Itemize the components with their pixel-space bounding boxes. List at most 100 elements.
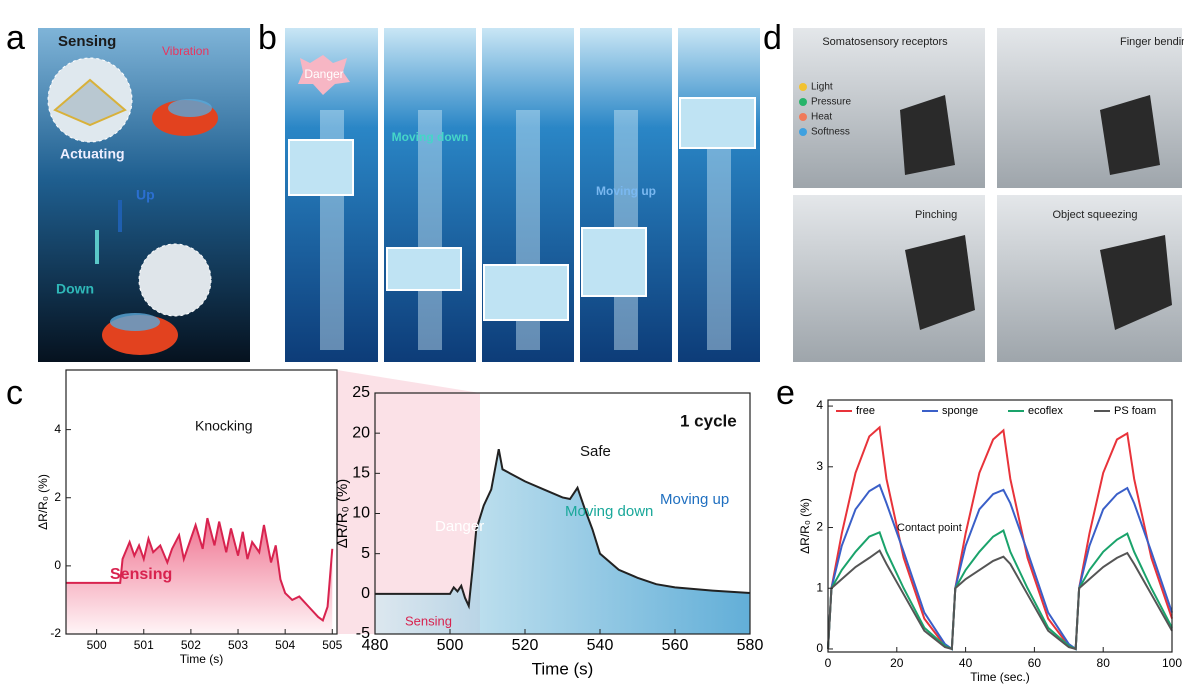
legend-label: free <box>856 405 875 417</box>
label: Down <box>56 281 94 297</box>
label: Heat <box>811 112 832 123</box>
film <box>53 78 127 127</box>
fish-film <box>168 99 212 117</box>
y-tick-label: 2 <box>54 490 61 504</box>
annotation: Knocking <box>195 418 253 434</box>
legend-label: sponge <box>942 405 978 417</box>
tubes <box>285 28 760 362</box>
plot-frame <box>65 369 338 635</box>
x-tick-label: 40 <box>959 656 973 670</box>
label: Up <box>136 187 155 203</box>
x-axis-title: Time (sec.) <box>970 670 1030 684</box>
panel-label: d <box>763 19 782 57</box>
y-tick-label: 0 <box>54 558 61 572</box>
annotation: Sensing <box>110 566 172 583</box>
gripper <box>1100 95 1160 175</box>
x-axis-title: Time (s) <box>180 652 224 666</box>
panel-label: c <box>6 374 23 412</box>
photo <box>793 28 985 188</box>
label: Sensing <box>58 33 116 50</box>
x-tick-label: 501 <box>134 638 154 652</box>
y-axis-title: ΔR/R₀ (%) <box>798 498 812 554</box>
x-tick-label: 520 <box>512 637 539 654</box>
y-tick-label: 15 <box>352 465 370 482</box>
line <box>827 483 1173 651</box>
x-tick-label: 500 <box>87 638 107 652</box>
x-tick-label: 100 <box>1162 656 1182 670</box>
label: Softness <box>811 127 850 138</box>
line <box>827 529 1173 651</box>
line <box>827 549 1173 651</box>
label: Object squeezing <box>1053 209 1138 221</box>
label: Vibration <box>162 44 209 58</box>
label: Somatosensory receptors <box>822 36 948 48</box>
x-tick-label: 80 <box>1097 656 1111 670</box>
label: Pinching <box>915 209 957 221</box>
plot-frame <box>827 399 1173 653</box>
x-tick-label: 502 <box>181 638 201 652</box>
y-tick-label: 0 <box>816 641 823 655</box>
annotation: 1 cycle <box>680 411 737 430</box>
zoom-wedge <box>337 370 480 634</box>
panel-b: Danger Moving down Moving up <box>285 28 760 362</box>
y-tick-label: 10 <box>352 505 370 522</box>
line <box>66 517 334 622</box>
x-tick-label: 500 <box>437 637 464 654</box>
label: Light <box>811 82 833 93</box>
y-tick-label: 25 <box>352 384 370 401</box>
y-tick-label: 4 <box>54 422 61 436</box>
x-tick-label: 20 <box>890 656 904 670</box>
panel-label: e <box>776 374 795 412</box>
legend-label: ecoflex <box>1028 405 1063 417</box>
x-tick-label: 540 <box>587 637 614 654</box>
label: Pressure <box>811 97 851 108</box>
x-tick-label: 0 <box>825 656 832 670</box>
gripper <box>1100 235 1172 330</box>
label: Actuating <box>60 146 125 162</box>
x-tick-label: 505 <box>322 638 342 652</box>
inset-circle <box>138 243 212 317</box>
panel-d: Somatosensory receptors Light Pressure H… <box>793 28 1184 362</box>
y-tick-label: 5 <box>361 545 370 562</box>
y-tick-label: 3 <box>816 459 823 473</box>
area <box>375 449 750 634</box>
y-tick-label: 20 <box>352 424 370 441</box>
gripper <box>905 235 975 330</box>
annotation: Moving down <box>565 503 653 520</box>
gripper <box>900 95 955 175</box>
y-tick-label: -2 <box>50 626 61 640</box>
x-tick-label: 560 <box>662 637 689 654</box>
x-axis-title: Time (s) <box>532 659 594 678</box>
annotation: Safe <box>580 443 611 460</box>
y-tick-label: 1 <box>816 580 823 594</box>
y-tick-label: 0 <box>361 585 370 602</box>
line <box>827 425 1173 651</box>
panel-label: b <box>258 19 277 57</box>
line <box>375 449 751 610</box>
legend-label: PS foam <box>1114 405 1156 417</box>
x-tick-label: 503 <box>228 638 248 652</box>
annotation: Contact point <box>897 522 962 534</box>
y-tick-label: 4 <box>816 398 823 412</box>
fish-film <box>110 313 160 331</box>
panel-a: Sensing Vibration Actuating Up Down <box>38 28 250 362</box>
label: Moving down <box>392 130 469 144</box>
x-tick-label: 60 <box>1028 656 1042 670</box>
x-tick-label: 480 <box>362 637 389 654</box>
area <box>66 518 333 634</box>
label: Danger <box>304 67 343 81</box>
annotation: Moving up <box>660 491 729 508</box>
x-tick-label: 580 <box>737 637 764 654</box>
y-tick-label: 2 <box>816 520 823 534</box>
annotation: Sensing <box>405 613 452 628</box>
y-tick-label: -5 <box>356 625 370 642</box>
label: Moving up <box>596 184 656 198</box>
panel-label: a <box>6 19 25 57</box>
annotation: Danger <box>435 518 484 535</box>
y-axis-title: ΔR/R₀ (%) <box>36 474 50 530</box>
y-axis-title: ΔR/R₀ (%) <box>334 479 351 549</box>
x-tick-label: 504 <box>275 638 295 652</box>
label: Finger bending <box>1120 36 1184 48</box>
